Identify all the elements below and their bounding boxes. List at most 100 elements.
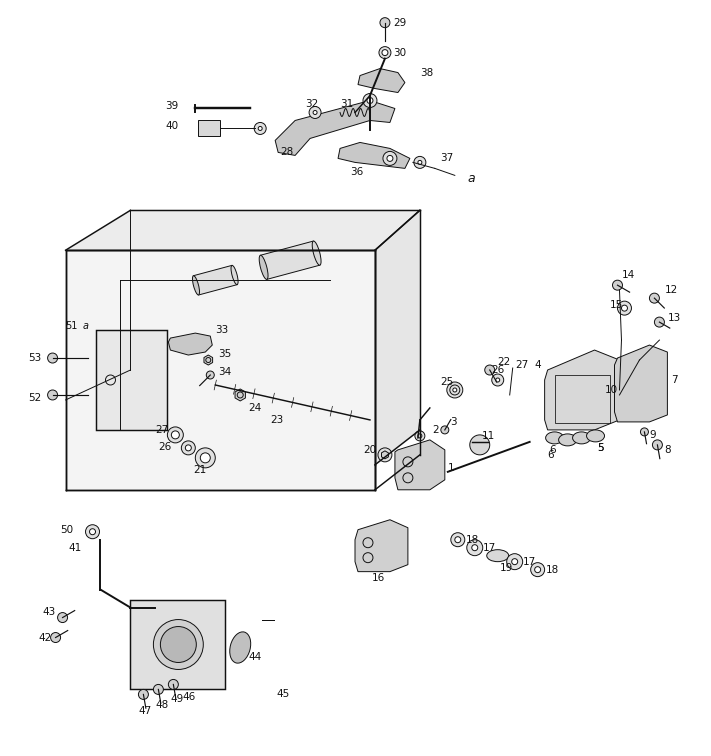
Text: 6: 6 — [550, 445, 556, 455]
Circle shape — [383, 151, 397, 166]
Polygon shape — [65, 210, 420, 250]
Text: 9: 9 — [649, 430, 656, 440]
Circle shape — [206, 371, 214, 379]
Text: 42: 42 — [38, 633, 52, 643]
Circle shape — [85, 525, 100, 539]
Circle shape — [379, 47, 391, 58]
Circle shape — [641, 428, 648, 436]
Ellipse shape — [230, 632, 251, 663]
Ellipse shape — [559, 434, 577, 446]
Ellipse shape — [545, 432, 564, 444]
Text: 24: 24 — [248, 403, 262, 413]
Text: 52: 52 — [28, 393, 42, 403]
Text: 18: 18 — [545, 565, 559, 575]
Circle shape — [653, 440, 663, 450]
Circle shape — [186, 445, 191, 451]
Circle shape — [649, 293, 659, 303]
Ellipse shape — [231, 265, 238, 285]
Text: 31: 31 — [340, 98, 353, 109]
Text: 7: 7 — [671, 375, 678, 385]
Bar — [198, 120, 220, 136]
Text: 30: 30 — [393, 48, 406, 57]
Circle shape — [367, 98, 373, 104]
Circle shape — [48, 390, 58, 400]
Text: 53: 53 — [28, 353, 42, 363]
Polygon shape — [395, 440, 445, 490]
Text: 27: 27 — [156, 425, 169, 435]
Text: 46: 46 — [182, 692, 196, 702]
Polygon shape — [65, 250, 375, 490]
Polygon shape — [275, 101, 395, 156]
Circle shape — [378, 448, 392, 462]
Text: 2: 2 — [432, 425, 439, 435]
Ellipse shape — [470, 435, 490, 455]
Circle shape — [512, 559, 518, 565]
Circle shape — [472, 544, 478, 550]
Text: 35: 35 — [218, 349, 232, 359]
Text: 40: 40 — [166, 122, 178, 132]
Text: 43: 43 — [43, 606, 56, 617]
Ellipse shape — [587, 430, 604, 442]
Circle shape — [139, 689, 149, 699]
Circle shape — [58, 612, 68, 622]
Text: a: a — [82, 321, 89, 331]
Text: 45: 45 — [276, 689, 289, 699]
Text: 17: 17 — [523, 556, 536, 567]
Text: 5: 5 — [597, 443, 604, 453]
Circle shape — [447, 382, 463, 398]
Polygon shape — [204, 355, 213, 365]
Circle shape — [507, 553, 523, 570]
Text: 32: 32 — [305, 98, 319, 109]
Ellipse shape — [572, 432, 591, 444]
Polygon shape — [358, 69, 405, 92]
Ellipse shape — [312, 241, 321, 265]
Text: 14: 14 — [621, 270, 635, 280]
Text: 47: 47 — [139, 706, 151, 717]
Circle shape — [363, 94, 377, 107]
Circle shape — [455, 537, 461, 543]
Bar — [555, 375, 609, 423]
Text: 10: 10 — [604, 385, 618, 395]
Circle shape — [617, 301, 631, 315]
Text: 28: 28 — [280, 147, 294, 157]
Polygon shape — [235, 389, 245, 401]
Circle shape — [441, 426, 449, 434]
Circle shape — [492, 374, 503, 386]
Text: 26: 26 — [492, 365, 505, 375]
Text: 8: 8 — [664, 445, 671, 455]
Circle shape — [380, 17, 390, 28]
Circle shape — [154, 620, 203, 670]
Text: 34: 34 — [218, 367, 232, 377]
Text: 37: 37 — [440, 153, 453, 163]
Circle shape — [387, 156, 393, 161]
Text: 33: 33 — [215, 325, 228, 335]
Circle shape — [196, 448, 215, 468]
Text: 38: 38 — [420, 67, 433, 78]
Bar — [193, 265, 237, 295]
Circle shape — [309, 107, 321, 119]
Circle shape — [530, 562, 545, 577]
Circle shape — [654, 317, 664, 327]
Bar — [130, 600, 225, 689]
Circle shape — [418, 434, 422, 438]
Circle shape — [382, 452, 388, 458]
Circle shape — [313, 110, 317, 114]
Text: 44: 44 — [248, 652, 262, 662]
Circle shape — [485, 365, 495, 375]
Circle shape — [414, 156, 426, 169]
Ellipse shape — [260, 256, 268, 280]
Circle shape — [48, 353, 58, 363]
Text: 18: 18 — [466, 534, 479, 545]
Circle shape — [50, 633, 60, 643]
Text: 6: 6 — [547, 450, 555, 460]
Polygon shape — [545, 350, 619, 430]
Text: 16: 16 — [372, 572, 385, 583]
Text: 22: 22 — [498, 357, 511, 367]
Text: 27: 27 — [515, 360, 529, 370]
Circle shape — [258, 126, 262, 131]
Text: 12: 12 — [664, 285, 678, 295]
Text: 50: 50 — [60, 525, 74, 534]
Text: 51: 51 — [65, 321, 78, 331]
Circle shape — [451, 533, 465, 547]
Circle shape — [154, 684, 164, 695]
